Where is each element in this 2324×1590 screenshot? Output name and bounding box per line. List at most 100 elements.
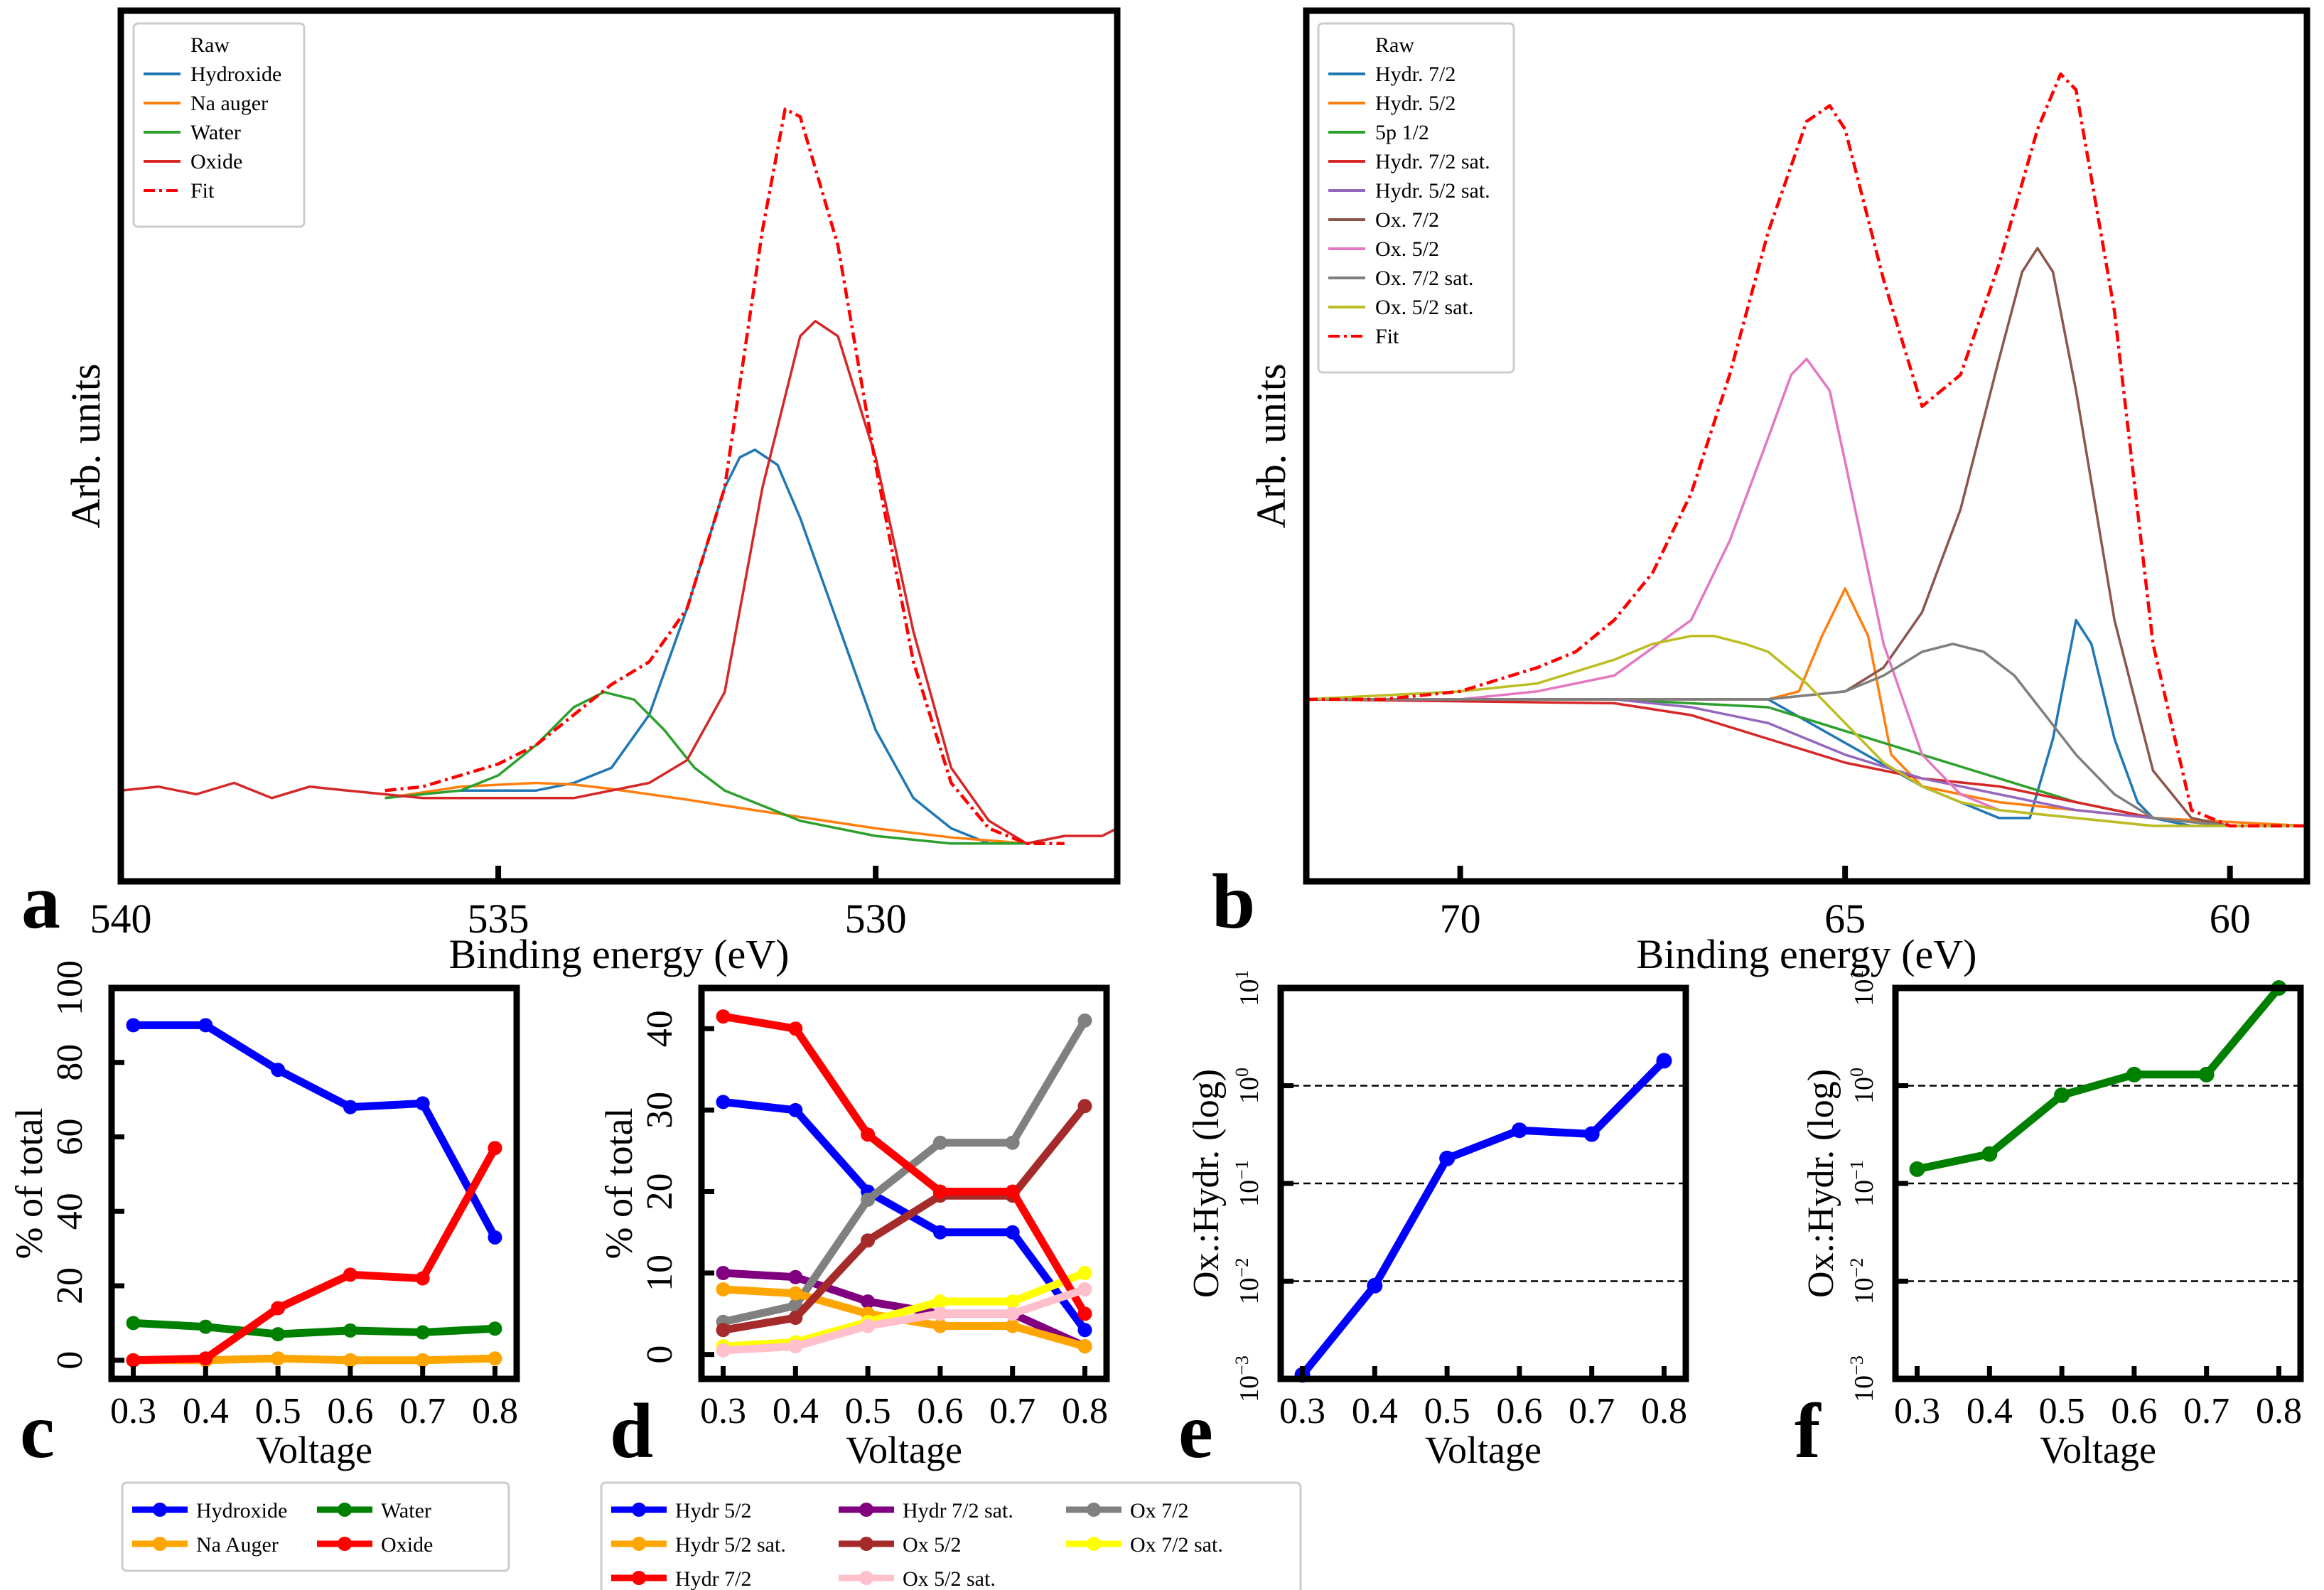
point-c-oxide-5 [488,1141,502,1156]
point-d-hydr-7-2-3 [932,1184,947,1199]
panel-label-b: b [1212,858,1255,945]
legend-a: Raw Hydroxide Na auger Water Oxide Fit [132,22,306,228]
legend-b: Raw Hydr. 7/2 Hydr. 5/2 5p 1/2 Hydr. 7/2 sat… [1317,22,1515,374]
point-d-hydr-7-2-4 [1005,1184,1020,1199]
legend-box-c [121,1481,510,1572]
series-line-a-water [384,690,1065,845]
legend-label-b-ox-5-2: Ox. 5/2 [1375,237,1439,261]
series-line-b-ox-7-2-sat [1306,643,2307,827]
point-d-ox-5-2-5 [1077,1099,1092,1114]
x-axis-label-e: Voltage [1425,1429,1542,1471]
point-c-oxide-2 [271,1301,286,1316]
x-tick-label-f-3: 0.6 [2111,1391,2157,1431]
series-line-d-ox-5-2 [722,1103,1088,1334]
series-line-a-raw [385,87,1102,844]
legend-label-b-hydr-5-2-sat: Hydr. 5/2 sat. [1375,179,1490,203]
x-tick-label-c-2: 0.5 [255,1391,301,1431]
x-tick-label-e-2: 0.5 [1424,1391,1470,1431]
point-d-hydr-5-2-sat-5 [1077,1339,1092,1354]
series-line-a-oxide [121,319,1117,845]
legend-label-b-ox-7-2-sat: Ox. 7/2 sat. [1375,267,1473,290]
series-group-b [1306,72,2307,828]
legend-box-b [1317,22,1515,374]
point-c-water-4 [415,1325,430,1340]
y-axis-label-e: Ox.:Hydr. (log) [1186,1069,1227,1298]
point-d-ox-5-2-sat-3 [932,1306,947,1321]
y-tick-label-f-4: 101 [1846,970,1879,1006]
y-tick-label-c-3: 60 [50,1119,90,1156]
point-e-1 [1367,1277,1383,1294]
series-line-b-hydr-5-2 [1306,587,2307,827]
y-tick-label-f-2: 10−1 [1846,1160,1879,1207]
point-c-hydroxide-1 [198,1018,213,1033]
legend-label-b-ox-5-2-sat: Ox. 5/2 sat. [1375,296,1473,319]
x-tick-label-e-3: 0.6 [1496,1391,1542,1431]
series-line-e [1299,1058,1667,1377]
point-c-hydroxide-2 [271,1063,286,1078]
legend-label-d-hydr-5-2: Hydr 5/2 [675,1499,752,1522]
point-d-hydr-5-2-5 [1077,1323,1092,1338]
point-c-oxide-3 [343,1267,357,1282]
legend-marker-d-ox-5-2 [859,1537,873,1551]
y-axis-label-a: Arb. units [63,364,109,529]
point-c-na-auger-2 [271,1351,286,1366]
x-tick-label-c-5: 0.8 [472,1391,518,1431]
point-d-ox-5-2-sat-2 [861,1318,876,1333]
legend-marker-d-hydr-7-2 [632,1571,646,1585]
point-d-ox-7-2-3 [932,1135,947,1150]
point-d-hydr-5-2-3 [932,1225,947,1240]
y-tick-label-f-1: 10−2 [1846,1258,1879,1305]
x-tick-label-d-2: 0.5 [845,1391,891,1431]
x-tick-label-e-0: 0.3 [1279,1391,1325,1431]
point-d-hydr-7-2-2 [861,1127,876,1142]
legend-marker-c-na-auger [153,1537,167,1551]
y-tick-label-d-1: 10 [640,1255,680,1291]
point-d-ox-7-2-4 [1005,1135,1020,1150]
x-tick-label-a-1: 535 [468,896,529,942]
legend-label-b-ox-7-2: Ox. 7/2 [1375,208,1439,232]
point-d-hydr-5-2-sat-0 [716,1282,731,1296]
y-tick-label-e-0: 10−3 [1232,1355,1264,1402]
x-axis-label-a: Binding energy (eV) [449,931,790,977]
point-d-ox-5-2-sat-0 [716,1343,731,1358]
legend-d: Hydr 5/2 Hydr 7/2 sat. Ox 7/2 Hydr 5/2 sat.… [600,1481,1302,1590]
legend-marker-d-ox-5-2-sat [859,1571,873,1585]
series-line-d-ox-7-2 [722,1018,1089,1326]
series-group-e [1294,1053,1672,1383]
point-f-1 [1981,1146,1998,1162]
point-c-water-1 [198,1319,213,1334]
x-tick-label-d-3: 0.6 [917,1391,963,1431]
series-line-c-hydroxide [133,1021,499,1240]
plot-frame-d [698,984,1110,1382]
y-tick-label-e-1: 10−2 [1232,1258,1264,1305]
point-c-water-3 [343,1323,357,1338]
x-tick-label-b-0: 70 [1440,896,1481,942]
point-d-ox-5-2-sat-4 [1005,1306,1020,1321]
legend-label-b-hydr-5-2: Hydr. 5/2 [1375,92,1456,115]
y-tick-label-c-2: 40 [50,1193,90,1230]
point-d-ox-5-2-2 [861,1233,876,1248]
legend-label-b-raw: Raw [1375,33,1414,57]
legend-label-d-hydr-5-2-sat: Hydr 5/2 sat. [675,1533,786,1557]
point-c-water-0 [126,1316,141,1331]
y-tick-label-c-4: 80 [50,1044,90,1081]
point-c-oxide-1 [198,1351,213,1366]
point-c-na-auger-4 [415,1353,430,1368]
panel-label-a: a [21,858,60,945]
y-tick-label-c-1: 20 [50,1267,90,1304]
x-tick-label-b-2: 60 [2210,896,2251,942]
point-c-water-5 [488,1321,502,1336]
x-tick-label-d-1: 0.4 [773,1391,819,1431]
point-d-ox-5-2-sat-5 [1077,1282,1092,1296]
x-tick-label-e-1: 0.4 [1352,1391,1398,1431]
legend-label-a-raw: Raw [190,33,230,57]
series-line-d-hydr-5-2 [722,1097,1088,1333]
y-tick-label-e-3: 100 [1232,1068,1264,1104]
y-tick-label-d-4: 40 [640,1010,680,1047]
legend-label-d-hydr-7-2: Hydr 7/2 [675,1567,752,1590]
point-d-ox-5-2-1 [788,1311,803,1326]
y-tick-label-f-3: 100 [1846,1068,1879,1104]
series-line-b-ox-5-2 [1306,358,2307,827]
x-axis-label-c: Voltage [256,1429,372,1471]
